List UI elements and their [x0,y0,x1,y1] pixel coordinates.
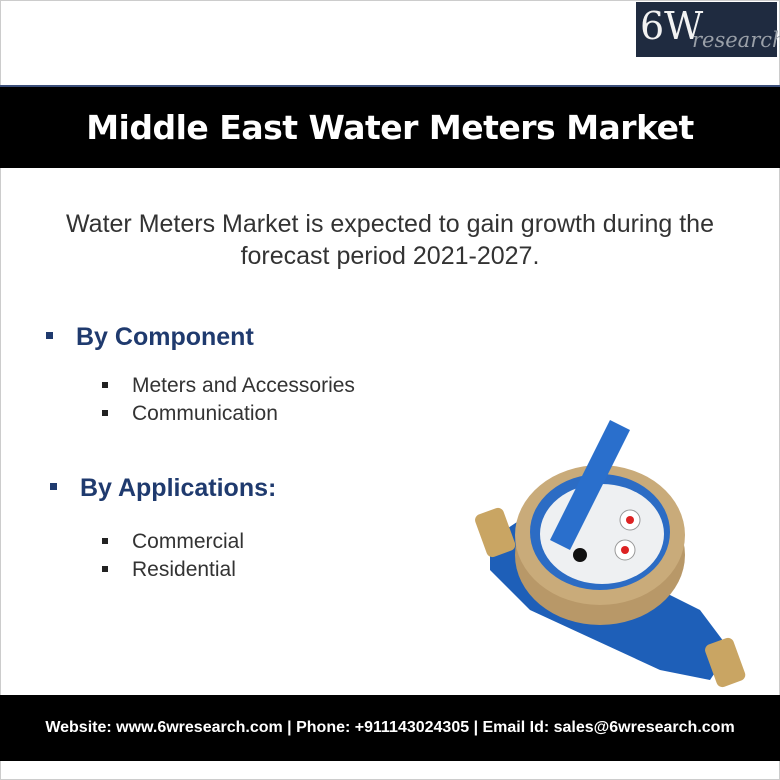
bullet-icon [102,538,108,544]
water-meter-image [475,420,746,688]
item-text: Residential [132,558,236,581]
bullet-icon [50,483,57,490]
item-text: Meters and Accessories [132,374,355,397]
heading-text: By Component [76,323,254,351]
bullet-icon [46,332,53,339]
bullet-icon [102,410,108,416]
item-text: Commercial [132,530,245,553]
intro-text: Water Meters Market is expected to gain … [66,210,714,270]
title-banner: Middle East Water Meters Market [0,85,780,168]
list-item: Commercial [102,530,245,554]
page-title: Middle East Water Meters Market [86,108,694,147]
heading-text: By Applications: [80,474,277,502]
list-item: Communication [102,402,278,426]
list-item: Residential [102,558,236,582]
contact-footer: Website: www.6wresearch.com | Phone: +91… [0,695,780,761]
section-heading-component: By Component [46,323,254,352]
contact-text: Website: www.6wresearch.com | Phone: +91… [45,719,735,736]
6wresearch-logo: 6W research [636,2,780,57]
bullet-icon [102,566,108,572]
list-item: Meters and Accessories [102,374,355,398]
item-text: Communication [132,402,278,425]
logo-sub: research [692,28,780,52]
bullet-icon [102,382,108,388]
logo-main: 6W [640,4,704,48]
section-heading-applications: By Applications: [50,474,277,503]
